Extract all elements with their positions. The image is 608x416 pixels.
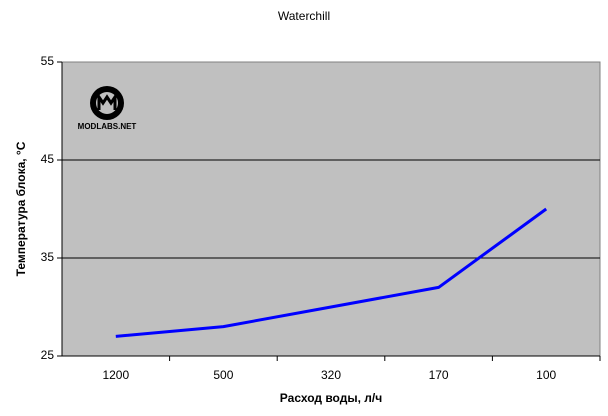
logo: MODLABS.NET	[78, 86, 137, 131]
data-line	[115, 207, 548, 338]
y-tick-label: 55	[41, 54, 55, 68]
chart-title: Waterchill	[278, 9, 330, 23]
plot-area	[61, 61, 601, 357]
x-axis-label: Расход воды, л/ч	[280, 391, 382, 405]
x-tick-label: 500	[213, 368, 233, 382]
y-axis-label: Температура блока, °С	[14, 141, 28, 276]
y-tick-label: 35	[41, 250, 55, 264]
watermark: MODLABS.NET	[78, 122, 137, 131]
x-tick-label: 1200	[102, 368, 129, 382]
y-tick-label: 45	[41, 152, 55, 166]
x-tick-label: 320	[321, 368, 341, 382]
x-tick-label: 170	[429, 368, 449, 382]
y-tick-label: 25	[41, 348, 55, 362]
x-tick-label: 100	[536, 368, 556, 382]
